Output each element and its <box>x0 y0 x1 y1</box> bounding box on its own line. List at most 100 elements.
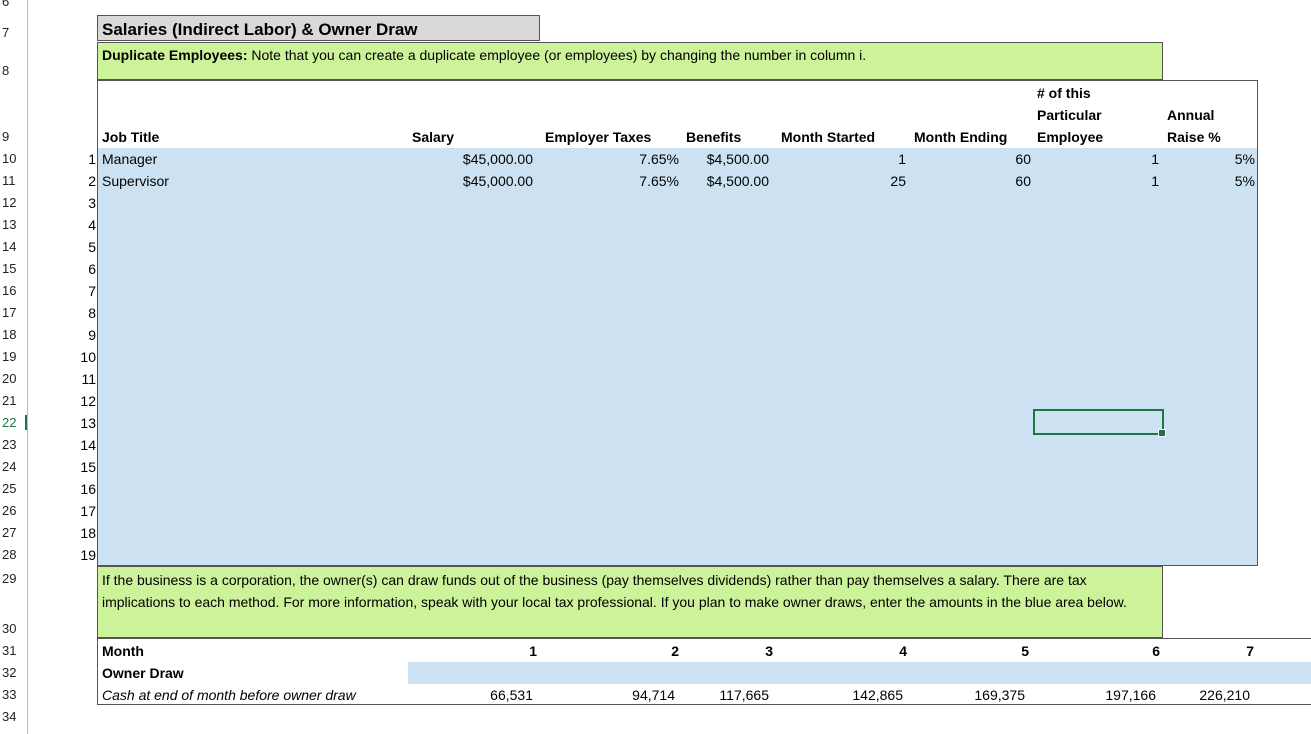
month-started-cell[interactable]: 1 <box>898 151 906 167</box>
row-number[interactable]: 27 <box>2 525 17 540</box>
employee-index: 2 <box>88 173 96 189</box>
employee-header-area <box>97 80 1258 148</box>
annual-raise-cell[interactable]: 5% <box>1234 151 1255 167</box>
job-title-cell[interactable]: Manager <box>102 151 158 167</box>
row-number[interactable]: 33 <box>2 687 17 702</box>
row-number[interactable]: 16 <box>2 283 17 298</box>
cash-value: 117,665 <box>719 687 769 703</box>
cash-value: 226,210 <box>1199 687 1250 703</box>
row-number[interactable]: 8 <box>2 63 10 78</box>
row-number[interactable]: 15 <box>2 261 17 276</box>
section-title: Salaries (Indirect Labor) & Owner Draw <box>97 15 540 41</box>
employee-index: 4 <box>88 217 96 233</box>
employee-index: 1 <box>88 151 96 167</box>
annual-raise-cell[interactable]: 5% <box>1234 173 1255 189</box>
cash-value: 66,531 <box>490 687 533 703</box>
header-num-employee-line2: Particular <box>1037 107 1102 123</box>
owner-draw-note: If the business is a corporation, the ow… <box>97 566 1163 638</box>
employee-index: 8 <box>88 305 96 321</box>
employee-index: 3 <box>88 195 96 211</box>
row-number[interactable]: 24 <box>2 459 17 474</box>
row-number[interactable]: 9 <box>2 129 10 144</box>
employer-taxes-cell[interactable]: 7.65% <box>639 173 679 189</box>
month-label: Month <box>102 643 144 659</box>
employee-index: 18 <box>80 525 96 541</box>
employee-index: 10 <box>80 349 96 365</box>
salary-cell[interactable]: $45,000.00 <box>462 173 533 189</box>
employee-count-cell[interactable]: 1 <box>1151 173 1159 189</box>
owner-draw-label: Owner Draw <box>102 665 184 681</box>
employee-index: 17 <box>80 503 96 519</box>
header-num-employee-line3: Employee <box>1037 129 1104 145</box>
employee-index: 11 <box>81 371 96 387</box>
header-salary: Salary <box>412 129 455 145</box>
cash-value: 169,375 <box>974 687 1025 703</box>
header-employer-taxes: Employer Taxes <box>545 129 652 145</box>
benefits-cell[interactable]: $4,500.00 <box>706 151 769 167</box>
month-ending-cell[interactable]: 60 <box>1015 173 1031 189</box>
row-number[interactable]: 22 <box>0 415 27 430</box>
row-number[interactable]: 34 <box>2 709 17 724</box>
month-started-cell[interactable]: 25 <box>890 173 906 189</box>
employee-index: 16 <box>80 481 96 497</box>
header-benefits: Benefits <box>686 129 742 145</box>
selected-cell[interactable] <box>1033 409 1166 437</box>
row-number[interactable]: 26 <box>2 503 17 518</box>
employee-index: 12 <box>80 393 96 409</box>
row-number[interactable]: 6 <box>2 0 10 9</box>
row-number[interactable]: 12 <box>2 195 17 210</box>
cash-value: 94,714 <box>632 687 675 703</box>
row-number[interactable]: 18 <box>2 327 17 342</box>
employee-index: 5 <box>88 239 96 255</box>
header-month-started: Month Started <box>781 129 876 145</box>
employee-index: 15 <box>80 459 96 475</box>
header-annual-raise-line1: Annual <box>1167 107 1215 123</box>
owner-draw-table <box>97 638 1311 705</box>
salary-cell[interactable]: $45,000.00 <box>462 151 533 167</box>
row-number[interactable]: 21 <box>2 393 17 408</box>
cash-value: 197,166 <box>1105 687 1156 703</box>
row-number[interactable]: 14 <box>2 239 17 254</box>
month-number: 1 <box>529 643 537 659</box>
row-number[interactable]: 20 <box>2 371 17 386</box>
month-number: 2 <box>671 643 679 659</box>
employee-count-cell[interactable]: 1 <box>1151 151 1159 167</box>
employee-index: 13 <box>80 415 96 431</box>
row-number[interactable]: 28 <box>2 547 17 562</box>
row-number[interactable]: 25 <box>2 481 17 496</box>
row-number[interactable]: 17 <box>2 305 17 320</box>
row-number[interactable]: 23 <box>2 437 17 452</box>
month-number: 5 <box>1021 643 1029 659</box>
employee-input-area[interactable] <box>97 148 1258 566</box>
employee-index: 7 <box>88 283 96 299</box>
duplicate-note-text: Note that you can create a duplicate emp… <box>247 47 867 63</box>
row-number[interactable]: 31 <box>2 643 17 658</box>
row-number[interactable]: 13 <box>2 217 17 232</box>
header-month-ending: Month Ending <box>914 129 1008 145</box>
month-ending-cell[interactable]: 60 <box>1015 151 1031 167</box>
duplicate-employees-note: Duplicate Employees: Note that you can c… <box>97 42 1163 80</box>
benefits-cell[interactable]: $4,500.00 <box>706 173 769 189</box>
month-number: 6 <box>1152 643 1160 659</box>
employee-index: 19 <box>80 547 96 563</box>
header-job-title: Job Title <box>102 129 160 145</box>
month-number: 7 <box>1246 643 1254 659</box>
employee-index: 9 <box>88 327 96 343</box>
duplicate-note-label: Duplicate Employees: <box>102 47 248 63</box>
row-header-column: 6 7 8 9 10 11 12 13 14 15 16 17 18 19 20 21 22 23 24 25 26 27… <box>0 0 28 734</box>
cash-value: 142,865 <box>852 687 903 703</box>
row-number[interactable]: 29 <box>2 571 17 586</box>
fill-handle[interactable] <box>1158 429 1166 437</box>
row-number[interactable]: 11 <box>2 173 16 188</box>
job-title-cell[interactable]: Supervisor <box>102 173 169 189</box>
employer-taxes-cell[interactable]: 7.65% <box>639 151 679 167</box>
month-number: 4 <box>899 643 907 659</box>
row-number[interactable]: 7 <box>2 25 10 40</box>
row-number[interactable]: 19 <box>2 349 17 364</box>
month-number: 3 <box>765 643 773 659</box>
header-num-employee-line1: # of this <box>1037 85 1091 101</box>
row-number[interactable]: 30 <box>2 621 17 636</box>
owner-draw-input-row[interactable] <box>408 662 1311 684</box>
row-number[interactable]: 10 <box>2 151 17 166</box>
row-number[interactable]: 32 <box>2 665 17 680</box>
